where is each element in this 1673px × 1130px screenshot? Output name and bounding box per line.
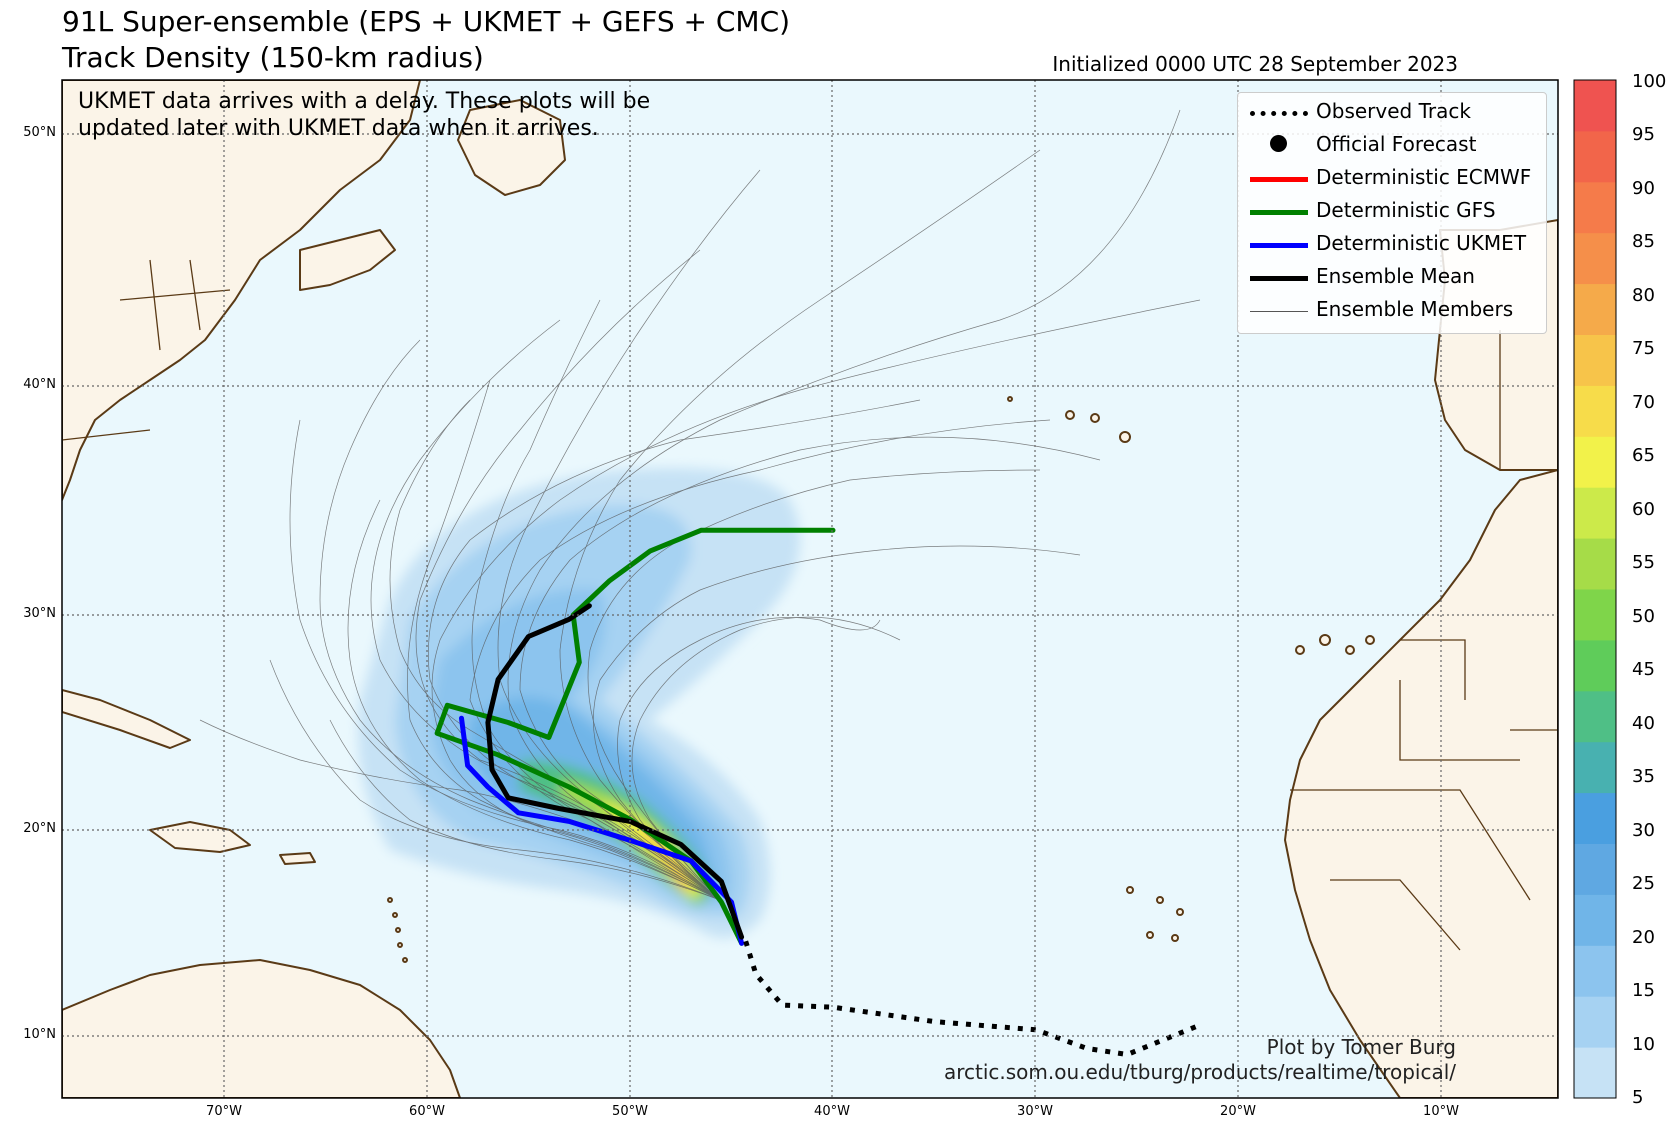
legend-ensemble-mean: Ensemble Mean [1238, 262, 1546, 292]
colorbar-segment [1574, 181, 1616, 234]
credit-url: arctic.som.ou.edu/tburg/products/realtim… [943, 1060, 1456, 1084]
dotted-line-icon [1250, 111, 1308, 116]
colorbar-segment [1574, 283, 1616, 335]
colorbar-tick-label: 90 [1632, 177, 1655, 199]
legend-label: Observed Track [1316, 99, 1471, 123]
credit-author: Plot by Tomer Burg [1266, 1035, 1456, 1059]
legend-label: Deterministic UKMET [1316, 231, 1527, 255]
land-north-america [62, 80, 421, 501]
chart-title: 91L Super-ensemble (EPS + UKMET + GEFS +… [62, 5, 791, 38]
colorbar-segment [1574, 80, 1616, 132]
legend-gfs: Deterministic GFS [1238, 196, 1546, 226]
colorbar-segment [1574, 436, 1616, 488]
lon-label: 10°W [1423, 1104, 1459, 1119]
land-nova-scotia [299, 229, 396, 291]
colorbar-tick-label: 75 [1632, 338, 1655, 360]
lat-label: 50°N [23, 125, 56, 140]
colorbar-tick-label: 5 [1632, 1087, 1644, 1108]
colorbar-segment [1574, 639, 1616, 692]
colorbar-segment [1574, 538, 1616, 590]
black-line-icon [1250, 276, 1308, 281]
colorbar-tick-label: 25 [1632, 873, 1655, 895]
colorbar-tick-label: 100 [1632, 71, 1667, 92]
green-line-icon [1250, 210, 1308, 215]
legend-label: Ensemble Mean [1316, 264, 1475, 288]
colorbar-tick-label: 80 [1632, 284, 1655, 306]
colorbar-segment [1574, 1047, 1616, 1099]
colorbar-segment [1574, 385, 1616, 437]
map-frame [61, 79, 1559, 1099]
colorbar-tick-label: 40 [1632, 712, 1655, 734]
lon-label: 60°W [409, 1104, 445, 1119]
colorbar-tick-label: 70 [1632, 391, 1655, 413]
lon-label: 70°W [206, 1104, 242, 1119]
red-line-icon [1250, 177, 1308, 182]
colorbar-tick-label: 65 [1632, 445, 1655, 467]
ukmet-delay-note: UKMET data arrives with a delay. These p… [78, 89, 651, 141]
legend-label: Ensemble Members [1316, 297, 1514, 321]
legend-ensemble-members: Ensemble Members [1238, 295, 1546, 325]
legend-label: Official Forecast [1316, 132, 1477, 156]
lat-label: 10°N [23, 1027, 56, 1042]
lon-label: 20°W [1220, 1104, 1256, 1119]
legend-ukmet: Deterministic UKMET [1238, 229, 1546, 259]
colorbar-frame [1573, 79, 1617, 1099]
colorbar-tick-label: 20 [1632, 926, 1655, 948]
colorbar-segment [1574, 589, 1616, 641]
colorbar-tick-label: 55 [1632, 552, 1655, 574]
lon-label: 40°W [814, 1104, 850, 1119]
chart-subtitle: Track Density (150-km radius) [62, 41, 484, 74]
legend-observed-track: Observed Track [1238, 97, 1546, 127]
ukmet-track [459, 715, 745, 946]
colorbar-tick-label: 10 [1632, 1033, 1655, 1055]
land-cuba [62, 689, 191, 749]
colorbar-segment [1574, 945, 1616, 997]
colorbar-tick-label: 35 [1632, 766, 1655, 788]
colorbar-tick-label: 60 [1632, 498, 1655, 520]
colorbar-segment [1574, 130, 1616, 183]
legend-ecmwf: Deterministic ECMWF [1238, 163, 1546, 193]
colorbar-segment [1574, 996, 1616, 1048]
borders [62, 259, 1558, 951]
colorbar-segment [1574, 894, 1616, 946]
legend-official-forecast: Official Forecast [1238, 130, 1546, 160]
track-density-field [358, 468, 800, 938]
lat-label: 40°N [23, 377, 56, 392]
legend-label: Deterministic ECMWF [1316, 165, 1532, 189]
colorbar-tick-label: 95 [1632, 124, 1655, 146]
colorbar-tick-label: 45 [1632, 659, 1655, 681]
colorbar-segment [1574, 487, 1616, 539]
colorbar-tick-label: 50 [1632, 605, 1655, 627]
legend-label: Deterministic GFS [1316, 198, 1496, 222]
blue-line-icon [1250, 243, 1308, 248]
land-puerto-rico [279, 852, 316, 865]
land-africa [1284, 469, 1558, 1098]
colorbar-segment [1574, 792, 1616, 844]
colorbar-segment [1574, 843, 1616, 895]
ensemble-members [199, 109, 1201, 901]
colorbar-segment [1574, 741, 1616, 794]
colorbar-segment [1574, 232, 1616, 285]
land-layer [62, 80, 1558, 1098]
colorbar-tick-label: 85 [1632, 231, 1655, 253]
lat-label: 20°N [23, 821, 56, 836]
land-newfoundland [457, 99, 566, 196]
lat-label: 30°N [23, 606, 56, 621]
colorbar [1574, 80, 1616, 1099]
ensemble-mean-track [485, 603, 745, 940]
legend: Observed Track Official Forecast Determi… [1237, 92, 1547, 334]
land-hispaniola [149, 821, 251, 853]
thin-line-icon [1250, 311, 1308, 312]
initialized-timestamp: Initialized 0000 UTC 28 September 2023 [1052, 52, 1458, 76]
land-south-america [62, 959, 461, 1098]
colorbar-tick-label: 30 [1632, 819, 1655, 841]
colorbar-segment [1574, 334, 1616, 386]
colorbar-tick-label: 15 [1632, 980, 1655, 1002]
colorbar-segment [1574, 690, 1616, 743]
lon-label: 50°W [612, 1104, 648, 1119]
lon-label: 30°W [1017, 1104, 1053, 1119]
